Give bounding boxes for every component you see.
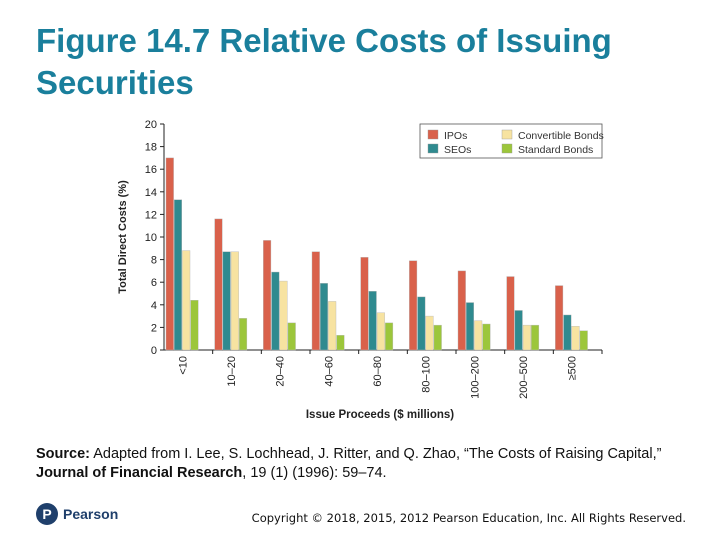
x-tick-label: 60–80 [372, 356, 384, 387]
bar-standard-bonds-9 [579, 330, 588, 351]
bar-convertible-bonds-3 [279, 280, 288, 351]
x-tick-label: 20–40 [275, 356, 287, 387]
bar-ipos-4 [311, 251, 320, 351]
legend-label-convertible-bonds: Convertible Bonds [518, 130, 604, 142]
source-citation: Source: Adapted from I. Lee, S. Lochhead… [36, 445, 686, 483]
x-tick-label: 40–60 [323, 356, 335, 387]
bar-standard-bonds-1 [190, 300, 199, 351]
bar-convertible-bonds-7 [474, 320, 483, 351]
legend-swatch-seos [427, 143, 439, 154]
bar-ipos-9 [555, 285, 564, 351]
x-axis-title: Issue Proceeds ($ millions) [306, 409, 454, 421]
bar-ipos-1 [165, 157, 174, 351]
source-label: Source: [36, 446, 90, 462]
bar-ipos-3 [263, 240, 272, 351]
y-tick-label: 6 [151, 277, 157, 289]
y-tick-label: 0 [151, 345, 157, 357]
legend-label-seos: SEOs [444, 144, 471, 156]
bar-standard-bonds-5 [385, 322, 394, 351]
y-tick-label: 18 [145, 142, 157, 154]
bar-seos-9 [563, 314, 572, 351]
bar-standard-bonds-7 [482, 323, 491, 351]
y-tick-label: 10 [145, 232, 157, 244]
source-journal: Journal of Financial Research [36, 465, 243, 481]
pearson-logo: P Pearson [36, 502, 118, 526]
bar-seos-5 [368, 291, 377, 351]
pearson-logo-text: Pearson [63, 506, 119, 522]
bar-standard-bonds-3 [287, 322, 296, 351]
bar-seos-2 [222, 251, 231, 351]
bar-standard-bonds-4 [336, 335, 345, 351]
x-tick-label: <10 [177, 356, 189, 375]
bar-seos-7 [466, 302, 475, 351]
legend-swatch-standard-bonds [501, 143, 513, 154]
bar-seos-3 [271, 271, 280, 351]
legend-swatch-ipos [427, 129, 439, 140]
bar-convertible-bonds-5 [376, 312, 385, 351]
bar-chart: 0 2 4 6 8 10 12 14 16 18 20 <10 10–20 20–40 40–60 60–80… [117, 119, 604, 421]
bar-seos-6 [417, 296, 426, 351]
legend-label-standard-bonds: Standard Bonds [518, 144, 593, 156]
bar-standard-bonds-2 [239, 318, 248, 351]
bar-seos-4 [319, 283, 328, 351]
legend-label-ipos: IPOs [444, 130, 467, 142]
bar-seos-1 [173, 199, 182, 351]
pearson-logo-icon: P [36, 503, 58, 525]
bar-seos-8 [514, 310, 523, 351]
page-title: Figure 14.7 Relative Costs of Issuing Se… [36, 22, 612, 101]
x-tick-label: ≥500 [567, 356, 579, 380]
y-tick-label: 20 [145, 119, 157, 131]
copyright-notice: Copyright © 2018, 2015, 2012 Pearson Edu… [251, 511, 686, 525]
y-axis-title: Total Direct Costs (%) [117, 180, 129, 294]
y-tick-label: 12 [145, 209, 157, 221]
bar-convertible-bonds-6 [425, 315, 434, 351]
x-tick-label: 100–200 [469, 356, 481, 399]
bar-ipos-2 [214, 218, 223, 351]
bar-standard-bonds-8 [531, 324, 540, 351]
bar-ipos-5 [360, 257, 369, 351]
legend-swatch-convertible-bonds [501, 129, 513, 140]
x-tick-label: 200–500 [518, 356, 530, 399]
y-tick-label: 4 [151, 300, 157, 312]
bar-ipos-7 [457, 270, 466, 351]
bar-ipos-6 [409, 260, 418, 351]
y-tick-label: 14 [145, 187, 157, 199]
bar-convertible-bonds-9 [571, 326, 580, 351]
bar-ipos-8 [506, 276, 515, 351]
bar-convertible-bonds-8 [522, 324, 531, 351]
bar-standard-bonds-6 [433, 324, 442, 351]
bar-convertible-bonds-2 [230, 251, 239, 351]
bar-convertible-bonds-4 [328, 301, 337, 351]
y-tick-label: 16 [145, 164, 157, 176]
source-text-2: , 19 (1) (1996): 59–74. [242, 465, 387, 481]
x-tick-label: 80–100 [421, 356, 433, 393]
y-tick-label: 8 [151, 255, 157, 267]
source-text-1: Adapted from I. Lee, S. Lochhead, J. Rit… [90, 446, 662, 462]
y-tick-label: 2 [151, 322, 157, 334]
x-tick-label: 10–20 [226, 356, 238, 387]
bar-convertible-bonds-1 [182, 250, 191, 351]
